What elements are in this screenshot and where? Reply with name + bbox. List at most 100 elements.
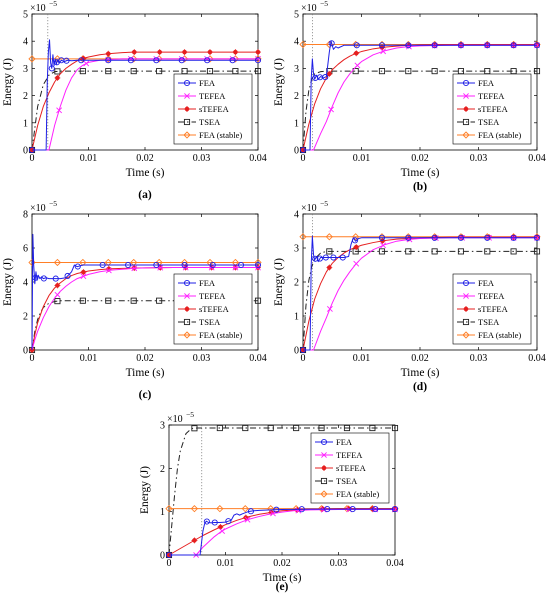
data-point (378, 42, 386, 49)
legend: FEA TEFEA sTEFEA TSEA FEA (stable) (310, 432, 390, 504)
legend-marker-rays (463, 106, 469, 112)
data-point (273, 506, 280, 513)
panel-label: (a) (138, 189, 152, 201)
y-exponent-power: −5 (320, 0, 328, 8)
x-tick-label: 0.03 (470, 153, 488, 164)
legend-marker (462, 279, 470, 287)
y-exponent-power: −5 (186, 410, 194, 419)
data-point (165, 551, 173, 559)
x-tick-label: 0 (30, 153, 35, 164)
data-point (353, 260, 360, 267)
data-point (131, 265, 138, 272)
data-point (130, 297, 137, 304)
data-point (431, 68, 438, 75)
data-point (391, 424, 399, 432)
legend-marker (462, 79, 470, 87)
y-tick-label: 3 (23, 64, 28, 75)
legend-marker (184, 93, 190, 99)
legend-entry: TEFEA (478, 291, 505, 301)
data-point-rays (255, 49, 261, 56)
data-point (533, 42, 541, 49)
x-tick-label: 0.01 (80, 153, 98, 164)
legend-marker (462, 318, 470, 326)
y-tick-label: 0 (23, 346, 28, 357)
data-point (54, 298, 61, 305)
data-point (105, 297, 112, 304)
data-point (298, 506, 305, 513)
data-point (105, 57, 112, 64)
data-point (190, 504, 199, 513)
data-point (380, 242, 387, 249)
data-point (299, 346, 307, 354)
data-point (28, 146, 36, 154)
x-tick-label: 0.03 (193, 153, 211, 164)
data-point (80, 273, 87, 280)
data-point (380, 48, 387, 55)
data-point (254, 261, 262, 269)
data-point (353, 42, 360, 49)
x-tick-label: 0.02 (273, 558, 291, 569)
y-tick-label: 4 (294, 37, 299, 48)
y-tick-label: 3 (160, 421, 165, 432)
data-point (316, 255, 324, 262)
series-line-fea (303, 40, 537, 151)
panel-label: (c) (139, 389, 152, 401)
data-point (457, 248, 465, 255)
data-point (378, 234, 386, 241)
data-point (105, 267, 112, 274)
legend-entry: FEA (199, 278, 216, 288)
legend-entry: sTEFEA (199, 304, 230, 314)
data-point (326, 306, 333, 312)
data-point (484, 248, 491, 255)
data-point (219, 528, 226, 534)
data-point (153, 57, 160, 64)
data-point (484, 234, 491, 241)
data-point (165, 504, 173, 513)
series-line-fea (169, 508, 395, 556)
legend-marker (183, 318, 191, 326)
x-tick-label: 0 (167, 558, 172, 569)
data-point (125, 261, 132, 269)
data-point (349, 506, 356, 513)
data-point (130, 68, 137, 75)
legend-marker-rays (184, 306, 190, 312)
legend-entry: TEFEA (199, 91, 226, 101)
x-axis-label: Time (s) (126, 167, 165, 179)
data-point (254, 297, 262, 304)
y-tick-label: 3 (294, 64, 299, 75)
y-tick-label: 0 (294, 146, 299, 157)
y-tick-label: 1 (294, 312, 299, 323)
data-point (225, 518, 232, 525)
legend-marker (184, 293, 190, 299)
data-point-rays (206, 49, 213, 56)
x-tick-label: 0.01 (217, 558, 235, 569)
data-point (209, 261, 216, 269)
data-point (74, 263, 81, 270)
legend-marker (183, 331, 191, 339)
legend-marker-rays (463, 306, 469, 312)
data-point-rays (268, 509, 275, 516)
y-tick-label: 6 (23, 244, 28, 255)
legend-entry: TSEA (478, 117, 500, 127)
data-point (354, 62, 361, 69)
data-point (352, 237, 359, 244)
legend-entry: sTEFEA (478, 104, 509, 114)
data-point (52, 275, 59, 282)
data-point-rays (326, 70, 333, 77)
x-tick-label: 0.02 (136, 353, 154, 364)
legend-entry: sTEFEA (336, 463, 367, 473)
y-tick-label: 2 (23, 91, 28, 102)
data-point (484, 42, 491, 49)
data-point (216, 424, 223, 432)
legend-marker (320, 438, 328, 446)
data-point (156, 297, 163, 304)
legend: FEA TEFEA sTEFEA TSEA FEA (stable) (173, 73, 253, 145)
x-tick-label: 0.04 (386, 558, 404, 569)
x-tick-label: 0.01 (80, 353, 98, 364)
legend-entry: TEFEA (336, 450, 363, 460)
legend-entry: TSEA (478, 317, 500, 327)
legend-marker (183, 279, 191, 287)
data-point (127, 57, 134, 64)
series-line-stefea (31, 51, 258, 151)
